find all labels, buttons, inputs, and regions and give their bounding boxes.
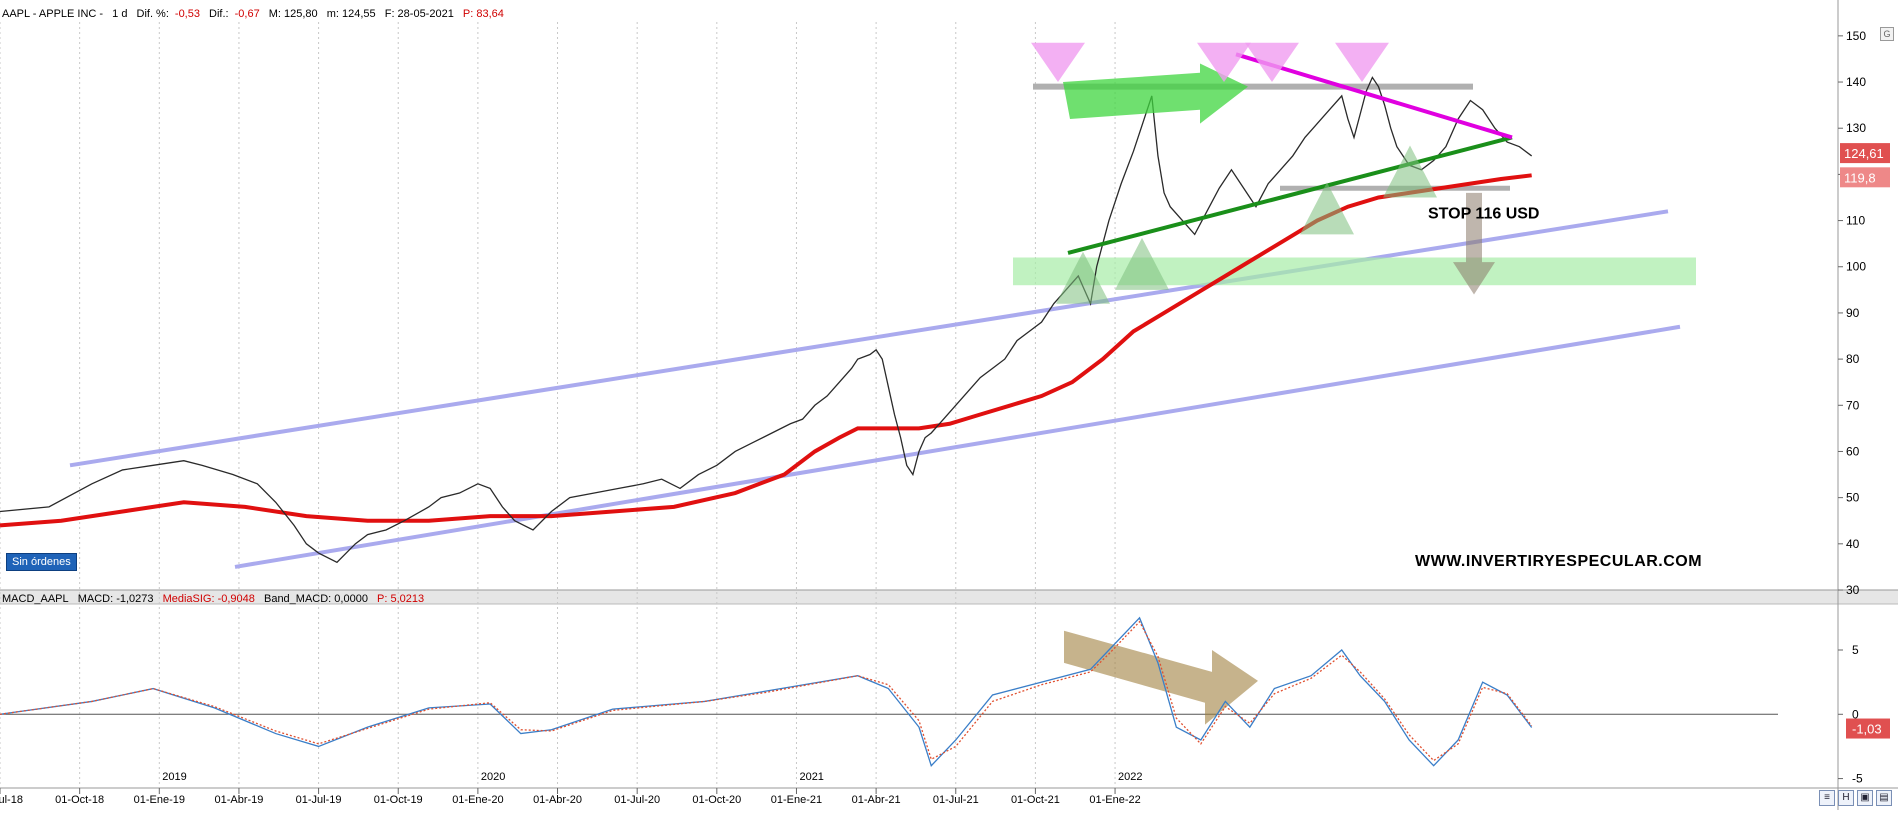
macd-y-tick-label: -5 xyxy=(1852,772,1863,786)
support-trendline xyxy=(1067,135,1513,255)
y-tick-label: 80 xyxy=(1846,352,1860,366)
min-value: m: 124,55 xyxy=(326,8,376,20)
bearish-marker xyxy=(1197,42,1251,83)
ma-value-label: 119,8 xyxy=(1844,170,1876,185)
price-value: P: 83,64 xyxy=(462,8,504,20)
year-label: 2021 xyxy=(799,771,823,783)
bullish-arrow xyxy=(1063,63,1248,124)
price-series-line xyxy=(0,76,1533,564)
dif-pct-label: Dif. %: xyxy=(136,8,169,20)
x-tick-label: 01-Jul-18 xyxy=(0,794,23,806)
x-tick-label: 01-Ene-22 xyxy=(1089,794,1140,806)
last-price-badge xyxy=(1840,143,1890,164)
bullish-marker xyxy=(1300,182,1354,235)
y-tick-label: 90 xyxy=(1846,306,1860,320)
menu-icon[interactable]: ≡ xyxy=(1819,790,1835,806)
x-tick-label: 01-Oct-18 xyxy=(55,794,104,806)
bottom-toolbar: ≡ H ▣ ▤ xyxy=(1819,790,1892,806)
x-tick-label: 01-Oct-21 xyxy=(1011,794,1060,806)
macd-price-value: P: 5,0213 xyxy=(377,593,425,605)
year-label: 2022 xyxy=(1118,771,1142,783)
macd-y-tick-label: 5 xyxy=(1852,643,1859,657)
orders-badge[interactable]: Sin órdenes xyxy=(6,553,77,571)
max-value: M: 125,80 xyxy=(268,8,318,20)
y-tick-label: 140 xyxy=(1846,75,1866,89)
x-tick-label: 01-Ene-20 xyxy=(452,794,503,806)
support-zone xyxy=(1013,257,1696,286)
bearish-marker xyxy=(1031,42,1085,83)
band-value: Band_MACD: 0,0000 xyxy=(263,593,368,605)
y-tick-label: 130 xyxy=(1846,121,1866,135)
panel-settings-button[interactable]: G xyxy=(1880,27,1894,41)
x-tick-label: 01-Abr-20 xyxy=(533,794,582,806)
symbol-label: AAPL - APPLE INC - xyxy=(2,8,104,20)
x-tick-label: 01-Oct-19 xyxy=(374,794,423,806)
x-tick-label: 01-Jul-21 xyxy=(933,794,979,806)
interval-label: 1 d xyxy=(112,8,128,20)
dif-pct-value: -0,53 xyxy=(174,8,200,20)
channel-lower-line xyxy=(234,324,1681,569)
y-tick-label: 60 xyxy=(1846,444,1860,458)
y-tick-label: 30 xyxy=(1846,583,1860,597)
bearish-marker xyxy=(1335,42,1389,83)
bullish-marker xyxy=(1383,145,1437,198)
bullish-marker xyxy=(1056,251,1110,304)
macd-last-badge xyxy=(1846,718,1890,739)
divergence-arrow xyxy=(1064,630,1258,725)
stop-annotation: STOP 116 USD xyxy=(1428,205,1539,222)
channel-upper-line xyxy=(69,209,1669,468)
dif-value: -0,67 xyxy=(234,8,260,20)
x-tick-label: 01-Ene-21 xyxy=(771,794,822,806)
dif-label: Dif.: xyxy=(209,8,229,20)
macd-y-tick-label: 0 xyxy=(1852,707,1859,721)
macd-line xyxy=(0,616,1533,767)
bullish-marker xyxy=(1115,237,1169,290)
x-tick-label: 01-Jul-20 xyxy=(614,794,660,806)
x-tick-label: 01-Abr-21 xyxy=(852,794,901,806)
y-tick-label: 50 xyxy=(1846,491,1860,505)
date-value: F: 28-05-2021 xyxy=(384,8,454,20)
y-tick-label: 70 xyxy=(1846,398,1860,412)
ma-badge xyxy=(1840,167,1890,188)
stop-arrow xyxy=(1453,192,1495,295)
x-tick-label: 01-Ene-19 xyxy=(134,794,185,806)
x-tick-label: 01-Oct-20 xyxy=(692,794,741,806)
y-tick-label: 40 xyxy=(1846,537,1860,551)
mediasig-value: MediaSIG: -0,9048 xyxy=(162,593,255,605)
x-tick-label: 01-Abr-19 xyxy=(214,794,263,806)
macd-header-strip xyxy=(0,590,1898,604)
macd-panel-header: MACD_AAPL MACD: -1,0273 MediaSIG: -0,904… xyxy=(2,593,430,605)
layout-icon[interactable]: ▤ xyxy=(1876,790,1892,806)
y-tick-label: 100 xyxy=(1846,260,1866,274)
price-panel-header: AAPL - APPLE INC - 1 d Dif. %: -0,53 Dif.… xyxy=(2,8,510,20)
y-tick-label: 150 xyxy=(1846,29,1866,43)
macd-name: MACD_AAPL xyxy=(2,593,69,605)
y-tick-label: 110 xyxy=(1846,214,1865,228)
macd-value: MACD: -1,0273 xyxy=(77,593,154,605)
website-watermark: WWW.INVERTIRYESPECULAR.COM xyxy=(1415,553,1702,570)
x-tick-label: 01-Jul-19 xyxy=(296,794,342,806)
resistance-trendline xyxy=(1235,52,1513,140)
window-icon[interactable]: ▣ xyxy=(1857,790,1873,806)
year-label: 2020 xyxy=(481,771,505,783)
signal-line xyxy=(0,620,1533,762)
year-label: 2019 xyxy=(162,771,186,783)
last-price-label: 124,61 xyxy=(1844,146,1884,161)
macd-last-label: -1,03 xyxy=(1852,722,1882,737)
bearish-marker xyxy=(1245,42,1299,83)
h-icon[interactable]: H xyxy=(1838,790,1854,806)
